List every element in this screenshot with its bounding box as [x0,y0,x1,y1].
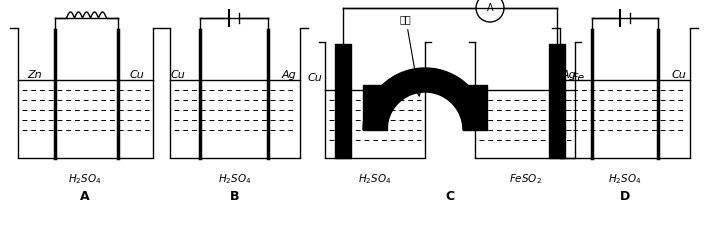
Text: Ag: Ag [282,70,297,80]
Text: $H_2SO_4$: $H_2SO_4$ [218,172,252,186]
Polygon shape [363,68,487,130]
Circle shape [476,0,504,22]
Text: $H_2SO_4$: $H_2SO_4$ [608,172,642,186]
Text: Cu: Cu [307,73,322,83]
Text: Fe: Fe [572,73,585,83]
Text: Zn: Zn [27,70,42,80]
Text: 盐桥: 盐桥 [400,14,420,96]
Text: $FeSO_2$: $FeSO_2$ [508,172,541,186]
Text: B: B [230,190,240,203]
Text: $H_2SO_4$: $H_2SO_4$ [68,172,102,186]
Text: $H_2SO_4$: $H_2SO_4$ [358,172,392,186]
Text: D: D [620,190,630,203]
Text: Cu: Cu [170,70,185,80]
Text: C: C [446,190,455,203]
Text: Cu: Cu [672,70,686,80]
Text: Cu: Cu [130,70,145,80]
Text: A: A [486,3,494,13]
Text: A: A [80,190,90,203]
Text: Ag: Ag [561,70,576,80]
